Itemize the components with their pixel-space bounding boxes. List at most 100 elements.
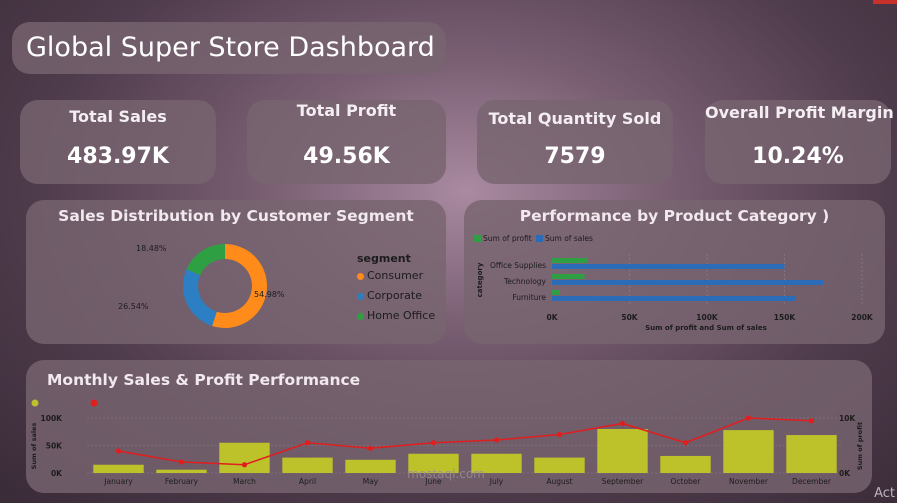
bar-sales-month[interactable] bbox=[597, 429, 648, 473]
kpi-total-sales: Total Sales 483.97K bbox=[20, 100, 216, 184]
kpi-value: 483.97K bbox=[67, 144, 169, 169]
legend-label: Corporate bbox=[367, 289, 422, 302]
bar-sales-month[interactable] bbox=[408, 453, 459, 473]
month-tick-label: September bbox=[602, 477, 644, 486]
bar-profit[interactable] bbox=[552, 274, 585, 279]
donut-data-label: 26.54% bbox=[118, 302, 149, 311]
left-axis-label: Sum of sales bbox=[30, 423, 38, 470]
month-tick-label: June bbox=[424, 477, 442, 486]
y-right-tick-label: 0K bbox=[839, 469, 851, 478]
month-tick-label: May bbox=[363, 477, 379, 486]
legend-item-home-office[interactable]: Home Office bbox=[357, 309, 435, 322]
bar-sales-month[interactable] bbox=[534, 457, 585, 473]
x-tick-label: 150K bbox=[774, 313, 797, 322]
x-tick-label: 100K bbox=[696, 313, 719, 322]
bar-sales-month[interactable] bbox=[723, 430, 774, 473]
segment-donut-chart: 54.98% 26.54% 18.48% bbox=[118, 244, 285, 328]
month-tick-label: October bbox=[670, 477, 701, 486]
bar-sales-month[interactable] bbox=[282, 457, 333, 473]
category-tick-label: Office Supplies bbox=[490, 261, 546, 270]
profit-point[interactable] bbox=[241, 462, 248, 468]
legend-swatch-profit bbox=[474, 235, 481, 242]
category-bar-chart: Sum of profit Sum of sales category Sum … bbox=[474, 234, 874, 332]
month-tick-label: August bbox=[546, 477, 572, 486]
profit-point[interactable] bbox=[808, 418, 815, 424]
profit-point[interactable] bbox=[556, 431, 563, 438]
watermark: mostaql.com bbox=[407, 467, 485, 481]
category-chart-title: Performance by Product Category ) bbox=[519, 207, 830, 225]
bar-sales-month[interactable] bbox=[156, 469, 207, 473]
profit-point[interactable] bbox=[115, 448, 122, 454]
y-left-tick-label: 50K bbox=[46, 442, 63, 451]
profit-point[interactable] bbox=[745, 415, 752, 421]
legend-label-profit: Sum of profit bbox=[483, 234, 532, 243]
monthly-combo-chart: Sum of sales Sum of profit 0K 50K 100K 0K 10… bbox=[30, 399, 864, 486]
bar-profit[interactable] bbox=[552, 290, 560, 295]
donut-slice-corporate[interactable] bbox=[183, 269, 217, 326]
legend-dot-sales bbox=[31, 399, 39, 407]
kpi-profit-margin: Overall Profit Margin 10.24% bbox=[705, 100, 894, 184]
bar-profit[interactable] bbox=[552, 258, 588, 263]
category-axis-label: category bbox=[476, 262, 484, 297]
donut-data-label: 54.98% bbox=[254, 290, 285, 299]
legend-label: Consumer bbox=[367, 269, 424, 282]
legend-dot-icon bbox=[357, 312, 364, 320]
bar-sales-month[interactable] bbox=[219, 442, 270, 473]
kpi-value: 7579 bbox=[544, 144, 606, 169]
category-panel: Performance by Product Category ) Sum of… bbox=[464, 200, 885, 344]
segment-panel: Sales Distribution by Customer Segment 5… bbox=[26, 200, 446, 344]
profit-line bbox=[118, 417, 812, 466]
profit-point[interactable] bbox=[304, 440, 311, 446]
kpi-value: 10.24% bbox=[752, 144, 844, 169]
activation-watermark: Act bbox=[874, 486, 895, 501]
monthly-panel: Monthly Sales & Profit Performance Sum o… bbox=[26, 360, 872, 493]
donut-data-label: 18.48% bbox=[136, 244, 167, 253]
category-tick-label: Technology bbox=[503, 277, 547, 286]
bar-sales-month[interactable] bbox=[660, 455, 711, 473]
page-title: Global Super Store Dashboard bbox=[26, 32, 435, 63]
profit-point[interactable] bbox=[178, 459, 185, 465]
y-right-tick-label: 10K bbox=[839, 414, 856, 423]
kpi-label: Overall Profit Margin bbox=[705, 103, 894, 122]
x-tick-label: 200K bbox=[851, 313, 874, 322]
kpi-total-quantity: Total Quantity Sold 7579 bbox=[477, 100, 673, 184]
x-tick-label: 50K bbox=[621, 313, 638, 322]
bar-sales[interactable] bbox=[552, 264, 785, 269]
profit-point[interactable] bbox=[493, 437, 500, 443]
bar-sales-month[interactable] bbox=[345, 459, 396, 473]
kpi-label: Total Quantity Sold bbox=[488, 109, 662, 128]
legend-label: Home Office bbox=[367, 309, 436, 322]
legend-swatch-sales bbox=[536, 235, 543, 242]
legend-item-corporate[interactable]: Corporate bbox=[357, 289, 422, 302]
profit-point[interactable] bbox=[367, 445, 374, 451]
donut-slice-home-office[interactable] bbox=[186, 244, 225, 276]
kpi-value: 49.56K bbox=[303, 144, 390, 169]
segment-legend-title: segment bbox=[357, 252, 411, 265]
kpi-label: Total Profit bbox=[296, 101, 397, 120]
legend-dot-icon bbox=[357, 272, 364, 280]
y-left-tick-label: 100K bbox=[41, 414, 64, 423]
month-tick-label: December bbox=[792, 477, 832, 486]
month-tick-label: March bbox=[233, 477, 256, 486]
month-tick-label: April bbox=[299, 477, 316, 486]
bar-sales-month[interactable] bbox=[786, 435, 837, 473]
bar-sales[interactable] bbox=[552, 296, 796, 301]
legend-dot-icon bbox=[357, 292, 364, 300]
donut-slice-consumer[interactable] bbox=[212, 244, 267, 328]
month-tick-label: November bbox=[729, 477, 769, 486]
window-edge-accent bbox=[873, 0, 897, 4]
bar-sales-month[interactable] bbox=[471, 453, 522, 473]
bar-sales[interactable] bbox=[552, 280, 824, 285]
bar-sales-month[interactable] bbox=[93, 464, 144, 473]
kpi-total-profit: Total Profit 49.56K bbox=[247, 100, 446, 184]
month-tick-label: July bbox=[489, 477, 504, 486]
legend-dot-profit bbox=[90, 399, 98, 407]
profit-point[interactable] bbox=[430, 440, 437, 446]
profit-point[interactable] bbox=[682, 440, 689, 446]
kpi-label: Total Sales bbox=[69, 107, 167, 126]
category-tick-label: Furniture bbox=[512, 293, 546, 302]
legend-item-consumer[interactable]: Consumer bbox=[357, 269, 423, 282]
profit-point[interactable] bbox=[619, 420, 626, 427]
right-axis-label: Sum of profit bbox=[856, 422, 864, 470]
category-x-axis-label: Sum of profit and Sum of sales bbox=[645, 324, 767, 332]
